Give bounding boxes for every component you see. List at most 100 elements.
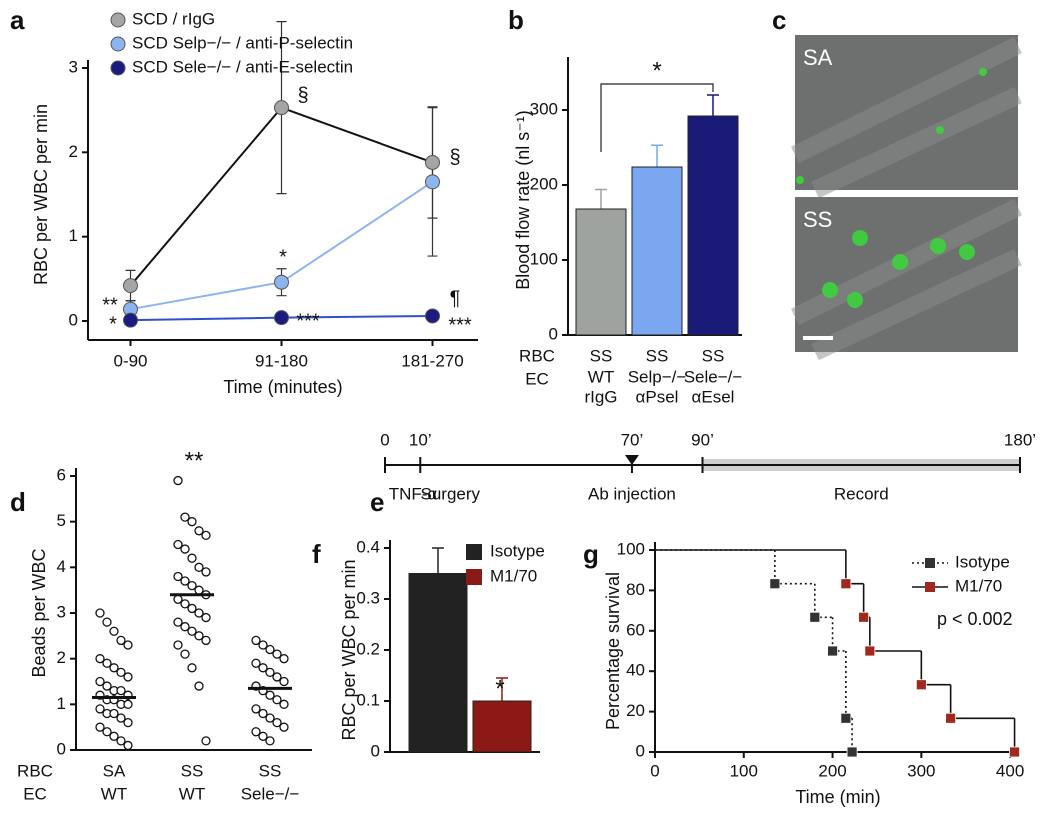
point xyxy=(201,530,211,541)
marker xyxy=(274,274,289,290)
point xyxy=(187,663,197,673)
row-label: RBC xyxy=(17,761,53,780)
point xyxy=(258,708,268,719)
row-value: SS xyxy=(646,346,669,365)
row-value: SS xyxy=(259,761,282,780)
marker xyxy=(123,278,138,294)
point xyxy=(95,654,105,664)
point xyxy=(258,663,268,673)
annotation: § xyxy=(449,146,460,168)
row-value: Sele−/− xyxy=(241,784,300,803)
event-label: Ab injection xyxy=(588,484,676,503)
panel-letter: a xyxy=(10,5,25,35)
point xyxy=(201,612,211,623)
marker xyxy=(274,100,289,116)
x-tick-label: 300 xyxy=(907,761,935,780)
significance-bracket xyxy=(600,83,714,152)
marker xyxy=(425,308,440,324)
marker xyxy=(840,712,852,724)
y-tick-label: 0.1 xyxy=(356,690,380,709)
row-value: SS xyxy=(590,346,613,365)
legend-marker xyxy=(110,12,126,28)
row-value: Selp−/− xyxy=(628,367,687,386)
point xyxy=(123,717,133,728)
point xyxy=(173,539,183,550)
point xyxy=(272,695,282,705)
legend-label: SCD Sele−/− / anti-E-selectin xyxy=(132,57,353,76)
y-tick-label: 0 xyxy=(549,324,558,343)
point xyxy=(251,727,261,737)
point xyxy=(251,704,261,714)
point xyxy=(180,649,190,659)
legend-swatch xyxy=(466,544,482,560)
error-bar xyxy=(432,547,444,574)
image-label: SS xyxy=(803,207,832,232)
point xyxy=(116,685,126,696)
y-tick-label: 0.4 xyxy=(356,537,380,556)
point xyxy=(251,635,261,646)
point xyxy=(265,736,275,746)
marker xyxy=(274,310,289,326)
panel-letter: d xyxy=(10,487,26,517)
point xyxy=(109,663,119,673)
point xyxy=(123,699,133,709)
point xyxy=(116,736,126,746)
point xyxy=(180,544,190,554)
x-tick-label: 90’ xyxy=(691,430,714,449)
marker xyxy=(864,645,876,657)
y-tick-label: 2 xyxy=(69,142,78,161)
bar xyxy=(575,208,627,336)
point xyxy=(123,640,133,650)
marker xyxy=(1009,746,1020,758)
point xyxy=(279,722,289,732)
bar xyxy=(687,115,739,336)
point xyxy=(201,567,211,577)
x-tick-label: 10’ xyxy=(409,430,432,449)
point xyxy=(102,658,112,668)
point xyxy=(95,608,105,618)
marker xyxy=(425,154,440,170)
point xyxy=(116,667,126,678)
y-tick-label: 3 xyxy=(69,57,78,76)
marker xyxy=(809,611,821,623)
marker xyxy=(915,679,927,691)
y-tick-label: 0.2 xyxy=(356,639,380,658)
y-tick-label: 40 xyxy=(626,661,645,680)
cell xyxy=(796,176,804,184)
x-axis-label: Time (min) xyxy=(795,787,880,807)
point xyxy=(251,658,261,668)
point xyxy=(180,512,190,522)
point xyxy=(279,699,289,709)
row-value: αEsel xyxy=(692,387,735,406)
row-value: αPsel xyxy=(636,387,679,406)
row-value: SS xyxy=(181,761,204,780)
y-tick-label: 60 xyxy=(626,620,645,639)
y-tick-label: 200 xyxy=(530,174,558,193)
annotation: *** xyxy=(448,314,472,336)
annotation: ** xyxy=(185,447,204,474)
marker xyxy=(945,712,957,724)
error-bar xyxy=(707,94,719,116)
marker xyxy=(846,746,858,758)
legend-label: Isotype xyxy=(955,552,1010,571)
x-tick-label: 70’ xyxy=(621,430,644,449)
y-tick-label: 0 xyxy=(69,310,78,329)
cell xyxy=(979,68,987,76)
y-tick-label: 0 xyxy=(636,741,645,760)
marker xyxy=(840,578,852,590)
point xyxy=(258,640,268,650)
event-label: TNF-α xyxy=(389,484,438,503)
panel-letter: b xyxy=(508,5,524,35)
annotation: ¶ xyxy=(450,287,461,309)
error-bar xyxy=(496,677,508,701)
bar xyxy=(408,573,468,753)
marker xyxy=(858,611,870,623)
point xyxy=(279,676,289,687)
legend-marker xyxy=(925,582,935,592)
cell xyxy=(892,254,908,270)
point xyxy=(116,713,126,723)
event-label: Surgery xyxy=(421,484,481,503)
y-tick-label: 0 xyxy=(57,739,66,758)
row-value: SS xyxy=(702,346,725,365)
